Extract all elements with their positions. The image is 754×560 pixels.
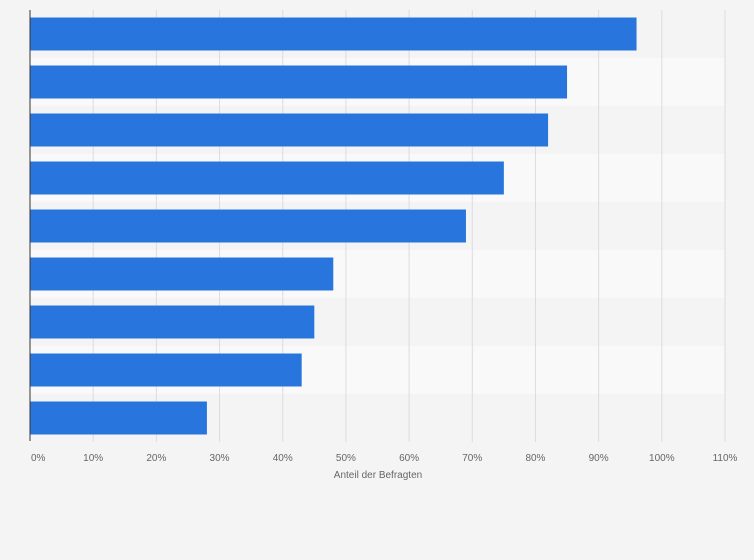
x-tick-label: 50% [336, 453, 356, 464]
x-tick-labels: 0% 10% 20% 30% 40% 50% 60% 70% 80% 90% 100% 110% [31, 453, 738, 464]
bars [30, 17, 637, 435]
bar[interactable] [30, 401, 207, 435]
x-tick-label: 10% [83, 453, 103, 464]
x-tick-label: 40% [273, 453, 293, 464]
x-tick-label: 20% [146, 453, 166, 464]
x-tick-label: 60% [399, 453, 419, 464]
x-tick-label: 90% [589, 453, 609, 464]
bar[interactable] [30, 113, 549, 147]
x-tick-label: 70% [462, 453, 482, 464]
x-tick-label: 30% [210, 453, 230, 464]
bar[interactable] [30, 161, 504, 195]
x-tick-label: 110% [713, 453, 738, 464]
bar[interactable] [30, 353, 302, 387]
bar[interactable] [30, 17, 637, 51]
x-tick-label: 100% [649, 453, 675, 464]
bar[interactable] [30, 257, 334, 291]
x-tick-label: 0% [31, 453, 46, 464]
x-tick-label: 80% [525, 453, 545, 464]
bar[interactable] [30, 305, 315, 339]
x-axis-title: Anteil der Befragten [334, 470, 422, 481]
bar[interactable] [30, 65, 568, 99]
bar[interactable] [30, 209, 466, 243]
